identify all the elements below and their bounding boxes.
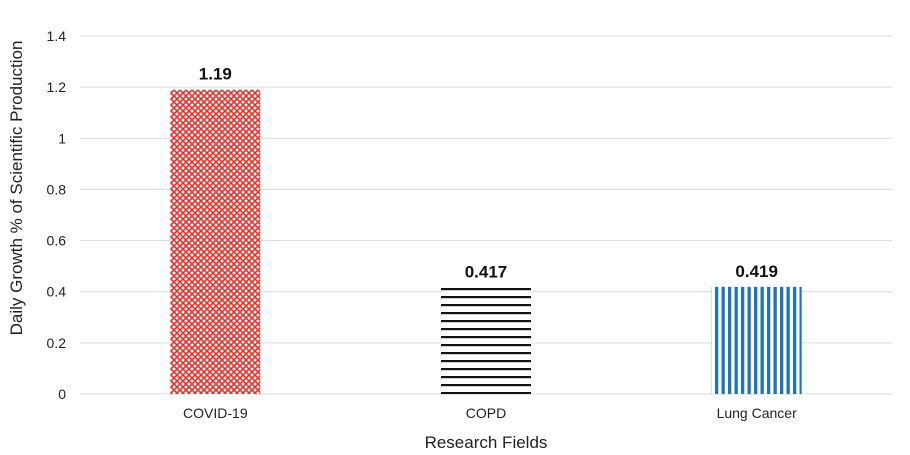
y-axis-title: Daily Growth % of Scientific Production	[7, 41, 26, 336]
data-label: 1.19	[199, 65, 232, 84]
bar-covid-19	[170, 89, 261, 394]
x-tick-label: COPD	[466, 405, 506, 421]
y-tick-label: 1	[58, 130, 66, 146]
y-tick-label: 0.4	[47, 284, 67, 300]
data-labels: 1.19 0.417 0.419	[199, 65, 778, 282]
bars	[170, 89, 802, 394]
y-tick-label: 0.8	[47, 181, 67, 197]
x-tick-label: COVID-19	[183, 405, 248, 421]
y-axis-ticks: 0 0.2 0.4 0.6 0.8 1 1.2 1.4	[47, 28, 67, 402]
y-tick-label: 1.2	[47, 79, 67, 95]
data-label: 0.417	[465, 262, 508, 281]
x-axis-ticks: COVID-19 COPD Lung Cancer	[183, 405, 797, 421]
y-tick-label: 1.4	[47, 28, 67, 44]
x-axis-title: Research Fields	[425, 433, 548, 452]
bar-lung-cancer	[711, 286, 802, 394]
y-tick-label: 0	[58, 386, 66, 402]
x-tick-label: Lung Cancer	[717, 405, 798, 421]
data-label: 0.419	[735, 262, 778, 281]
y-tick-label: 0.6	[47, 233, 67, 249]
bar-copd	[441, 287, 531, 394]
y-tick-label: 0.2	[47, 335, 67, 351]
